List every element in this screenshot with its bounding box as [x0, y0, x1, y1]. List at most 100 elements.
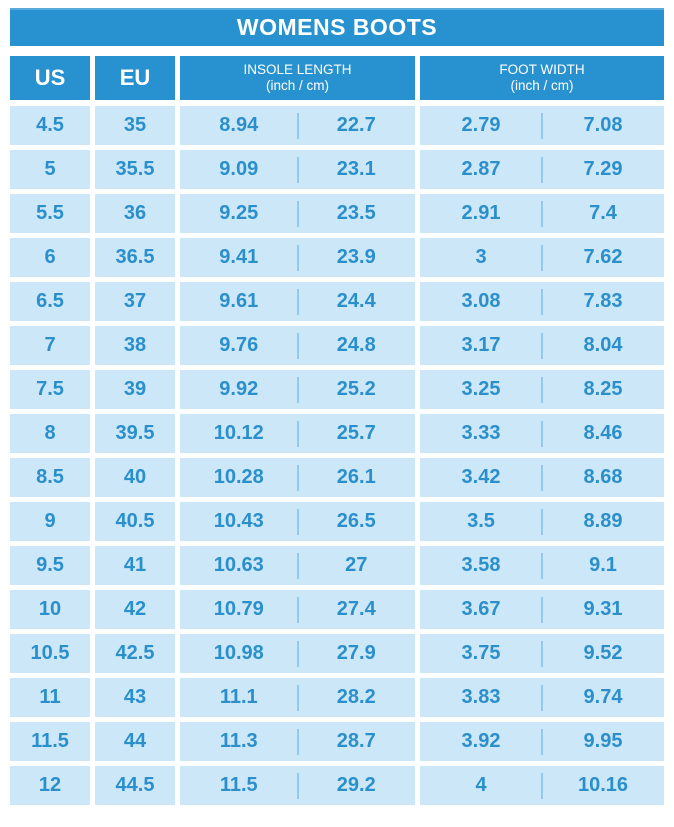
foot-inch-value: 3.42 — [461, 466, 501, 488]
insole-length-cell: 11.1 28.2 — [180, 678, 415, 717]
foot-inch-value: 3.17 — [461, 334, 501, 356]
foot-inch-value: 3.25 — [461, 378, 501, 400]
insole-length-cell: 9.76 24.8 — [180, 326, 415, 365]
cell-divider — [296, 552, 299, 579]
foot-inch-value: 3.67 — [461, 598, 501, 620]
cell-divider — [296, 244, 299, 271]
foot-inch-value: 2.79 — [461, 114, 501, 136]
us-size-cell: 5.5 — [10, 194, 90, 233]
cell-divider — [296, 288, 299, 315]
column-header-eu: EU — [95, 56, 175, 100]
insole-inch-value: 9.92 — [219, 378, 259, 400]
cell-divider — [541, 200, 543, 227]
foot-cm-value: 9.95 — [583, 730, 623, 752]
foot-cm-value: 8.25 — [583, 378, 623, 400]
insole-inch-value: 8.94 — [219, 114, 259, 136]
insole-length-cell: 11.5 29.2 — [180, 766, 415, 805]
foot-width-cell: 3.42 8.68 — [420, 458, 664, 497]
insole-length-cell: 10.12 25.7 — [180, 414, 415, 453]
eu-size-cell: 44 — [95, 722, 175, 761]
us-size-cell: 7 — [10, 326, 90, 365]
eu-size-cell: 40.5 — [95, 502, 175, 541]
insole-inch-value: 9.61 — [219, 290, 259, 312]
insole-inch-value: 10.63 — [213, 554, 264, 576]
foot-cm-value: 7.29 — [583, 158, 623, 180]
foot-width-cell: 2.79 7.08 — [420, 106, 664, 145]
foot-width-cell: 3.5 8.89 — [420, 502, 664, 541]
cell-divider — [541, 596, 543, 623]
cell-divider — [541, 332, 543, 359]
size-chart: WOMENS BOOTS US EU INSOLE LENGTH (inch /… — [10, 8, 664, 805]
insole-length-cell: 9.92 25.2 — [180, 370, 415, 409]
cell-divider — [296, 596, 299, 623]
us-size-cell: 4.5 — [10, 106, 90, 145]
insole-length-cell: 10.98 27.9 — [180, 634, 415, 673]
eu-size-cell: 37 — [95, 282, 175, 321]
foot-inch-value: 3.5 — [467, 510, 495, 532]
insole-inch-value: 10.28 — [213, 466, 264, 488]
foot-inch-value: 2.87 — [461, 158, 501, 180]
cell-divider — [541, 288, 543, 315]
us-size-cell: 11.5 — [10, 722, 90, 761]
chart-title: WOMENS BOOTS — [10, 8, 664, 46]
insole-cm-value: 27.4 — [336, 598, 376, 620]
foot-inch-value: 3.83 — [461, 686, 501, 708]
insole-length-cell: 9.61 24.4 — [180, 282, 415, 321]
foot-cm-value: 9.31 — [583, 598, 623, 620]
foot-width-cell: 3.92 9.95 — [420, 722, 664, 761]
foot-cm-value: 7.08 — [583, 114, 623, 136]
foot-width-cell: 2.91 7.4 — [420, 194, 664, 233]
us-size-cell: 7.5 — [10, 370, 90, 409]
table-body: 4.5 35 8.94 22.7 2.79 7.08 5 35.5 9.09 2… — [10, 106, 664, 805]
insole-cm-value: 23.1 — [336, 158, 376, 180]
cell-divider — [541, 464, 543, 491]
insole-cm-value: 25.2 — [336, 378, 376, 400]
eu-size-cell: 40 — [95, 458, 175, 497]
foot-width-cell: 3.25 8.25 — [420, 370, 664, 409]
foot-inch-value: 4 — [475, 774, 487, 796]
foot-width-cell: 3.83 9.74 — [420, 678, 664, 717]
cell-divider — [296, 420, 299, 447]
insole-inch-value: 11.3 — [219, 730, 258, 752]
foot-cm-value: 7.62 — [583, 246, 623, 268]
table-row: 7.5 39 9.92 25.2 3.25 8.25 — [10, 370, 664, 409]
eu-size-cell: 39.5 — [95, 414, 175, 453]
table-row: 4.5 35 8.94 22.7 2.79 7.08 — [10, 106, 664, 145]
foot-inch-value: 3.58 — [461, 554, 501, 576]
table-row: 10.5 42.5 10.98 27.9 3.75 9.52 — [10, 634, 664, 673]
table-row: 9 40.5 10.43 26.5 3.5 8.89 — [10, 502, 664, 541]
foot-width-cell: 2.87 7.29 — [420, 150, 664, 189]
insole-length-cell: 11.3 28.7 — [180, 722, 415, 761]
foot-cm-value: 9.1 — [589, 554, 617, 576]
foot-cm-value: 8.04 — [583, 334, 623, 356]
eu-size-cell: 39 — [95, 370, 175, 409]
eu-size-cell: 38 — [95, 326, 175, 365]
cell-divider — [541, 772, 543, 799]
cell-divider — [541, 156, 543, 183]
foot-cm-value: 8.46 — [583, 422, 623, 444]
insole-cm-value: 23.9 — [336, 246, 376, 268]
table-row: 8 39.5 10.12 25.7 3.33 8.46 — [10, 414, 664, 453]
cell-divider — [296, 640, 299, 667]
eu-size-cell: 36.5 — [95, 238, 175, 277]
table-row: 12 44.5 11.5 29.2 4 10.16 — [10, 766, 664, 805]
table-row: 5 35.5 9.09 23.1 2.87 7.29 — [10, 150, 664, 189]
insole-cm-value: 27 — [345, 554, 368, 576]
insole-cm-value: 26.1 — [336, 466, 376, 488]
cell-divider — [296, 728, 299, 755]
eu-size-cell: 41 — [95, 546, 175, 585]
table-row: 7 38 9.76 24.8 3.17 8.04 — [10, 326, 664, 365]
insole-cm-value: 28.2 — [336, 686, 376, 708]
insole-inch-value: 9.25 — [219, 202, 259, 224]
foot-inch-value: 3.33 — [461, 422, 501, 444]
table-row: 8.5 40 10.28 26.1 3.42 8.68 — [10, 458, 664, 497]
insole-cm-value: 24.8 — [336, 334, 376, 356]
foot-cm-value: 8.89 — [583, 510, 623, 532]
column-header-insole-length: INSOLE LENGTH (inch / cm) — [180, 56, 415, 100]
insole-cm-value: 26.5 — [336, 510, 376, 532]
cell-divider — [296, 508, 299, 535]
insole-cm-value: 23.5 — [336, 202, 376, 224]
insole-inch-value: 11.5 — [219, 774, 258, 796]
eu-size-cell: 42.5 — [95, 634, 175, 673]
us-size-cell: 10.5 — [10, 634, 90, 673]
